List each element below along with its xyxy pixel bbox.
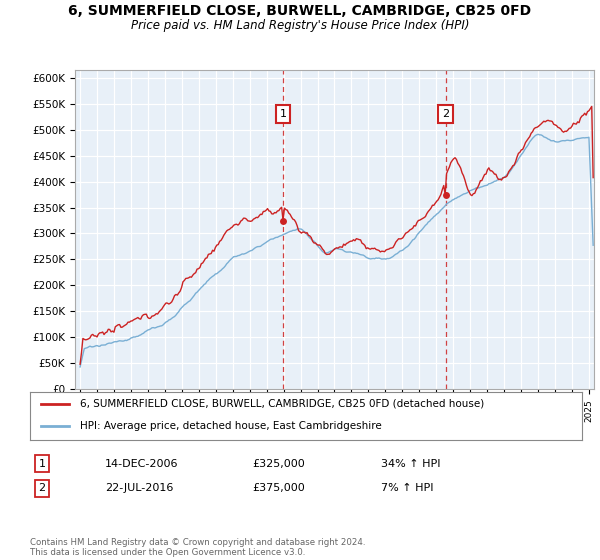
Text: 2: 2 [442,109,449,119]
Text: 7% ↑ HPI: 7% ↑ HPI [381,483,433,493]
Text: £375,000: £375,000 [252,483,305,493]
Text: 2: 2 [38,483,46,493]
Text: Contains HM Land Registry data © Crown copyright and database right 2024.
This d: Contains HM Land Registry data © Crown c… [30,538,365,557]
Text: 14-DEC-2006: 14-DEC-2006 [105,459,179,469]
Text: 34% ↑ HPI: 34% ↑ HPI [381,459,440,469]
Text: £325,000: £325,000 [252,459,305,469]
Text: 6, SUMMERFIELD CLOSE, BURWELL, CAMBRIDGE, CB25 0FD: 6, SUMMERFIELD CLOSE, BURWELL, CAMBRIDGE… [68,4,532,18]
Text: HPI: Average price, detached house, East Cambridgeshire: HPI: Average price, detached house, East… [80,421,382,431]
Text: 1: 1 [38,459,46,469]
Text: Price paid vs. HM Land Registry's House Price Index (HPI): Price paid vs. HM Land Registry's House … [131,19,469,32]
Text: 6, SUMMERFIELD CLOSE, BURWELL, CAMBRIDGE, CB25 0FD (detached house): 6, SUMMERFIELD CLOSE, BURWELL, CAMBRIDGE… [80,399,484,409]
Text: 1: 1 [280,109,286,119]
Text: 22-JUL-2016: 22-JUL-2016 [105,483,173,493]
